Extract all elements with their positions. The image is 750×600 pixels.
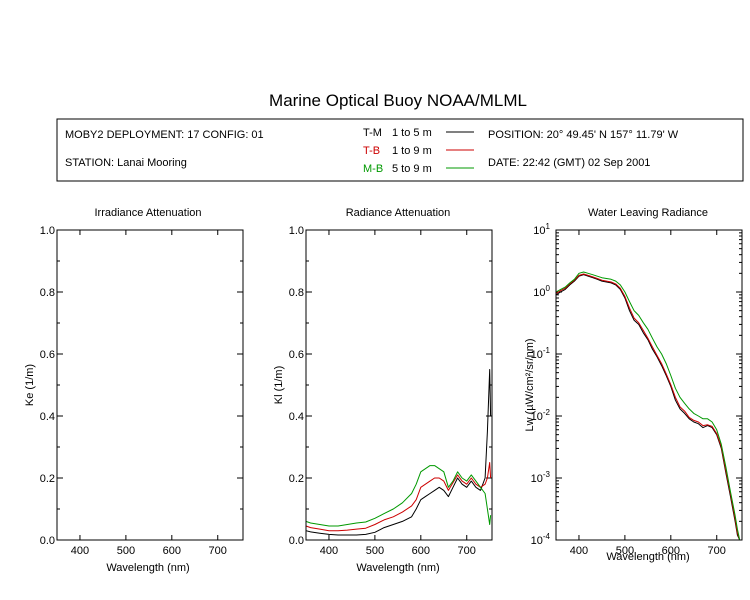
x-tick-label: 500 [117,545,135,557]
y-tick-label: 10-1 [531,346,551,361]
x-axis-label: Wavelength (nm) [106,562,189,574]
chart-title: Radiance Attenuation [346,207,451,219]
x-tick-label: 400 [320,545,338,557]
series-line-t-b [555,273,741,541]
x-axis-label: Wavelength (nm) [356,562,439,574]
series-group [555,271,741,541]
y-ticks: 0.0 0.2 0.4 0.6 0.8 1.0 [289,225,492,547]
y-tick-label: 10-2 [531,408,551,423]
y-tick-label: 0.2 [40,473,55,485]
y-tick-label: 1.0 [289,225,304,237]
y-tick-label: 0.4 [40,411,55,423]
chart-title: Irradiance Attenuation [94,207,201,219]
legend: T-M 1 to 5 m T-B 1 to 9 m M-B 5 to 9 m [363,127,474,175]
y-axis-label: Kl (1/m) [273,366,285,405]
station-text: STATION: Lanai Mooring [65,157,187,169]
y-tick-label: 101 [533,222,550,237]
legend-code-mb: M-B [363,163,383,175]
chart-irradiance-attenuation: Irradiance Attenuation Wavelength (nm) K… [24,207,244,574]
y-tick-label: 10-3 [531,470,551,485]
legend-range-tm: 1 to 5 m [392,127,432,139]
x-ticks: 400 500 600 700 [71,230,227,557]
x-ticks: 400 500 600 700 [570,230,726,557]
series-line-t-m [305,369,492,536]
x-axis-label: Wavelength (nm) [606,551,689,563]
x-tick-label: 700 [209,545,227,557]
chart-radiance-attenuation: Radiance Attenuation Wavelength (nm) Kl … [273,207,493,574]
x-tick-label: 600 [412,545,430,557]
series-line-t-b [305,462,492,532]
y-axis-label: Ke (1/m) [24,364,36,406]
y-tick-label: 0.8 [289,287,304,299]
plot-frame [555,229,743,541]
deployment-text: MOBY2 DEPLOYMENT: 17 CONFIG: 01 [65,129,264,141]
x-tick-label: 400 [570,545,588,557]
plot-frame [56,229,244,541]
plot-frame [305,229,493,541]
position-text: POSITION: 20° 49.45' N 157° 11.79' W [488,129,679,141]
chart-water-leaving-radiance: Water Leaving Radiance Wavelength (nm) L… [524,207,743,563]
y-tick-label: 0.8 [40,287,55,299]
x-tick-label: 500 [366,545,384,557]
y-tick-label: 0.2 [289,473,304,485]
x-tick-label: 400 [71,545,89,557]
y-axis-label: Lw (µW/cm²/sr/nm) [524,338,536,431]
page-title: Marine Optical Buoy NOAA/MLML [269,91,527,110]
y-tick-label: 0.0 [40,535,55,547]
series-group [305,369,492,536]
y-tick-label: 10-4 [531,532,551,547]
date-text: DATE: 22:42 (GMT) 02 Sep 2001 [488,157,650,169]
y-tick-label: 1.0 [40,225,55,237]
y-tick-label: 0.0 [289,535,304,547]
series-line-m-b [555,271,741,541]
x-ticks: 400 500 600 700 [320,230,476,557]
y-tick-label: 0.6 [289,349,304,361]
chart-title: Water Leaving Radiance [588,207,708,219]
x-tick-label: 500 [616,545,634,557]
legend-range-tb: 1 to 9 m [392,145,432,157]
series-line-m-b [305,465,492,527]
x-tick-label: 700 [458,545,476,557]
x-tick-label: 600 [163,545,181,557]
y-ticks: 10-4 10-3 10-2 10-1 100 101 [531,222,742,547]
x-tick-label: 700 [708,545,726,557]
legend-range-mb: 5 to 9 m [392,163,432,175]
info-box [56,118,744,182]
legend-code-tb: T-B [363,145,380,157]
series-line-t-m [555,274,741,541]
y-tick-label: 0.6 [40,349,55,361]
y-tick-label: 100 [533,284,550,299]
legend-code-tm: T-M [363,127,382,139]
y-ticks: 0.0 0.2 0.4 0.6 0.8 1.0 [40,225,243,547]
y-tick-label: 0.4 [289,411,304,423]
x-tick-label: 600 [662,545,680,557]
